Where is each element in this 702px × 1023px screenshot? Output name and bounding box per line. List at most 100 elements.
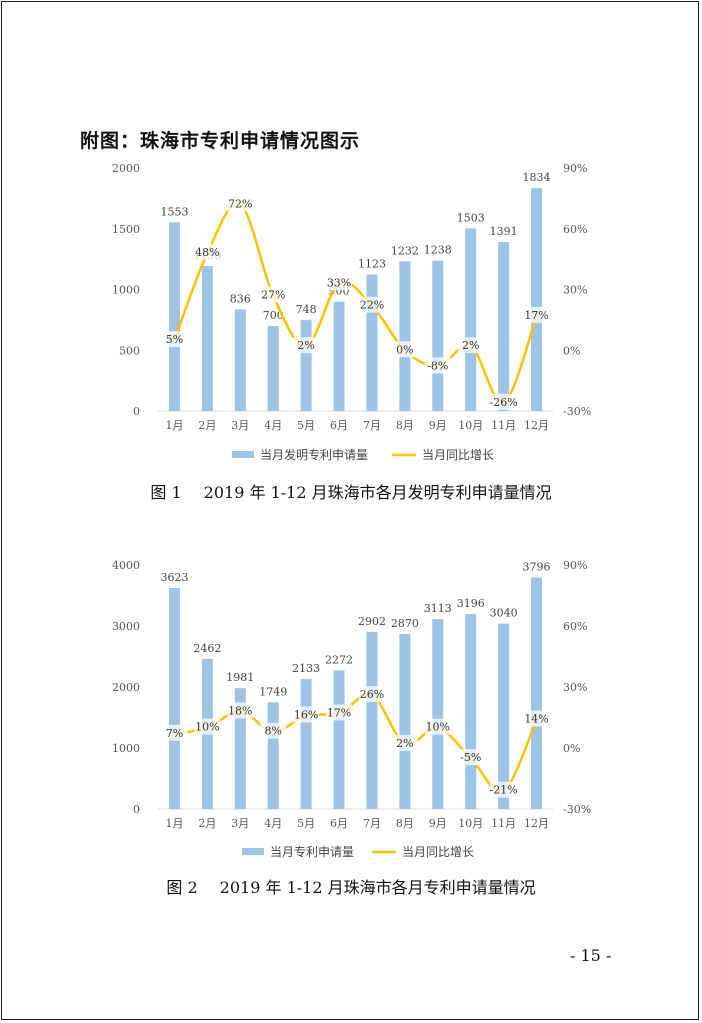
bar-value-label: 836 [230,292,251,305]
figure-1-title: 2019 年 1-12 月珠海市各月发明专利申请量情况 [203,483,552,502]
bar-value-label: 2462 [193,642,221,655]
growth-value-label: 48% [195,246,219,259]
bar [531,577,543,809]
page-heading: 附图：珠海市专利申请情况图示 [80,130,361,152]
y2-tick-label: 30% [563,681,587,694]
bar-value-label: 3196 [457,597,485,610]
bar-value-label: 1749 [259,685,287,698]
growth-label-bg [490,393,517,410]
legend-bar-swatch [232,451,254,458]
growth-value-label: 18% [228,704,252,717]
bar [399,633,411,809]
bar-value-label: 700 [263,309,284,322]
growth-value-label: 17% [327,706,351,719]
growth-value-label: -5% [460,751,481,764]
growth-label-bg [161,724,188,741]
bar [399,261,411,411]
y-tick-label: 1000 [112,284,140,297]
growth-label-bg [391,734,418,751]
bar [465,614,477,809]
figure-2-title: 2019 年 1-12 月珠海市各月专利申请量情况 [219,878,536,897]
y-tick-label: 0 [133,803,140,816]
growth-label-bg [194,718,221,735]
growth-label-bg [326,704,353,721]
y2-tick-label: 30% [563,284,587,297]
x-tick-label: 3月 [231,817,249,830]
y2-tick-label: 90% [563,559,587,572]
growth-value-label: 2% [396,737,413,750]
growth-label-bg [424,357,451,374]
x-tick-label: 6月 [330,817,348,830]
x-tick-label: 8月 [396,817,414,830]
chart-total-patents: 0 1000 2000 3000 4000 -30% 0% 30% 60% 90% 3623 2462… [112,559,591,859]
y-tick-label: 2000 [112,681,140,694]
y2-tick-label: -30% [563,803,591,816]
y2-tick-label: 0% [563,344,580,357]
growth-value-label: -21% [490,784,518,797]
x-tick-label: 10月 [458,817,483,830]
x-tick-label: 9月 [429,419,447,432]
y2-tick-label: 60% [563,223,587,236]
growth-label-bg [490,781,517,798]
x-tick-label: 8月 [396,419,414,432]
growth-value-label: 10% [195,721,219,734]
growth-label-bg [326,274,353,291]
bar [234,309,246,411]
bar-value-label: 1834 [523,171,551,184]
bar [333,670,345,809]
bar [498,241,510,411]
x-tick-label: 10月 [458,419,483,432]
growth-value-label: 17% [524,309,548,322]
bar [267,325,279,411]
y-tick-label: 0 [133,405,140,418]
bar [300,320,312,411]
bar-value-label: 3113 [424,602,452,615]
growth-value-label: 5% [166,333,183,346]
bar-value-label: 1981 [226,671,254,684]
growth-label-bg [194,244,221,261]
growth-value-label: 14% [524,713,548,726]
bar [531,188,543,411]
legend-bar-swatch [242,848,264,855]
chart-invention-patents: 0500100015002000-30%0%30%60%90%155311938… [112,162,591,462]
bar-value-label: 1238 [424,244,452,257]
figure-1-caption: 图 1 2019 年 1-12 月珠海市各月发明专利申请量情况 [0,479,702,503]
bar [168,587,180,809]
y2-tick-label: 0% [563,742,580,755]
x-tick-label: 7月 [363,817,381,830]
x-tick-label: 4月 [264,419,282,432]
growth-label-bg [424,718,451,735]
growth-value-label: 10% [426,721,450,734]
y-tick-label: 1500 [112,223,140,236]
bar-value-label: 1123 [358,258,386,271]
x-tick-label: 7月 [363,419,381,432]
growth-value-label: 27% [261,289,285,302]
growth-value-label: 0% [396,343,413,356]
y-tick-label: 1000 [112,742,140,755]
growth-value-label: 33% [327,276,351,289]
figure-2-number: 图 2 [166,878,198,897]
x-tick-label: 12月 [524,419,549,432]
legend-line-label: 当月同比增长 [402,845,474,859]
bar [300,678,312,809]
bar-value-label: 748 [296,303,317,316]
growth-value-label: 22% [360,299,384,312]
y-tick-label: 3000 [112,620,140,633]
bar-value-label: 3796 [523,560,551,573]
x-tick-label: 5月 [297,817,315,830]
y-tick-label: 2000 [112,162,140,175]
x-tick-label: 2月 [198,817,216,830]
x-tick-label: 3月 [231,419,249,432]
growth-label-bg [358,296,385,313]
page-number: - 15 - [570,946,612,965]
growth-value-label: 26% [360,688,384,701]
y2-tick-label: 90% [563,162,587,175]
bar [498,623,510,809]
bar-value-label: 2902 [358,615,386,628]
growth-value-label: 7% [166,727,183,740]
bar-value-label: 2133 [292,662,320,675]
x-tick-label: 12月 [524,817,549,830]
x-tick-label: 2月 [198,419,216,432]
growth-line [173,202,538,405]
